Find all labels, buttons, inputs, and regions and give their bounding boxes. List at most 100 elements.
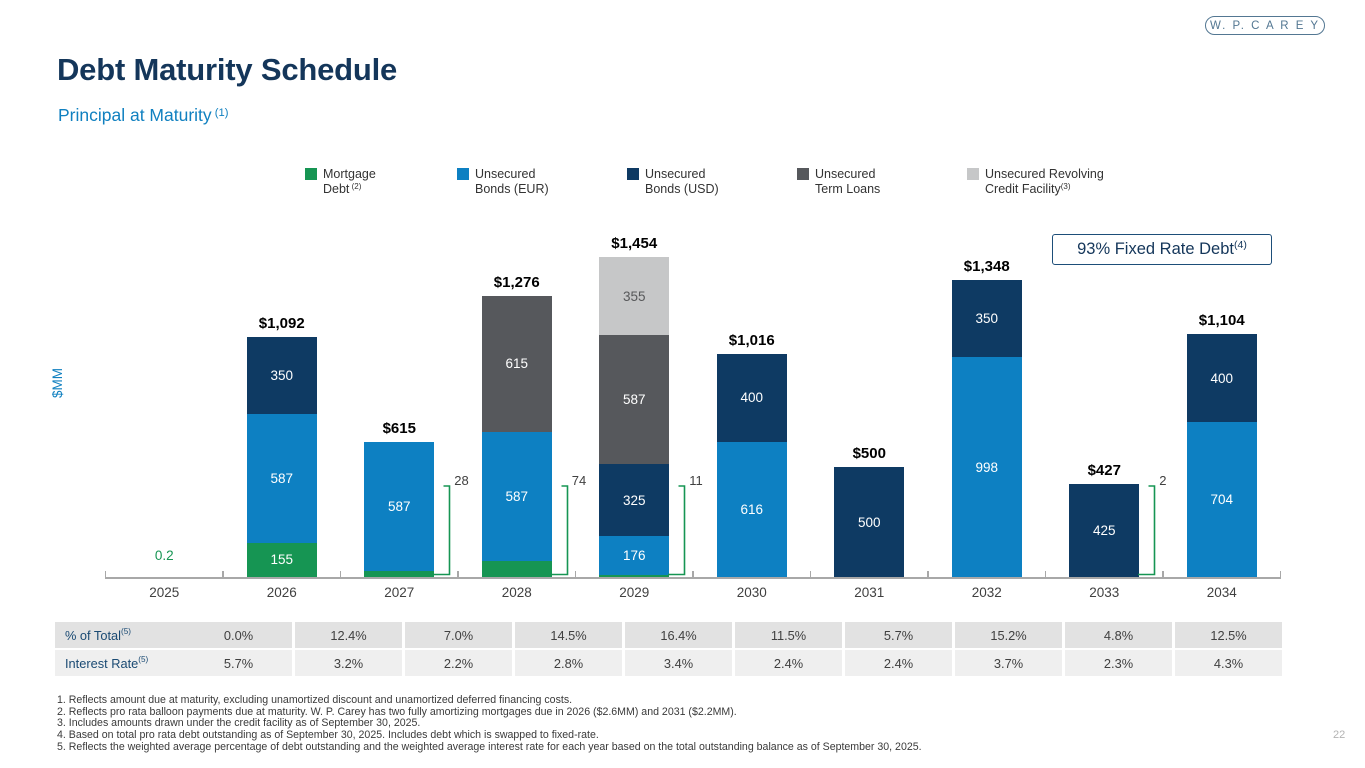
table-cell-r2-2034: 4.3%: [1175, 650, 1282, 676]
callout-value-2033: 2: [1159, 473, 1167, 488]
bar-segment-2027-unsecured-bonds-eur-: 587: [364, 441, 435, 571]
page-number: 22: [1333, 729, 1346, 741]
x-axis-label-2028: 2028: [501, 585, 532, 600]
wp-carey-logo: W. P. C A R E Y: [1205, 16, 1325, 35]
table-cell-r2-2028: 2.8%: [515, 650, 622, 676]
legend-item-label: Unsecured Term Loans: [815, 167, 881, 196]
legend-item-label: Mortgage Debt (2): [323, 167, 376, 196]
footnote-4: 4. Based on total pro rata debt outstand…: [57, 729, 599, 742]
table-cell-r2-2026: 3.2%: [295, 650, 402, 676]
x-axis-label-2033: 2033: [1089, 585, 1120, 600]
page-subtitle-text: Principal at Maturity: [58, 105, 212, 125]
footnote-2: 2. Reflects pro rata balloon payments du…: [57, 705, 737, 718]
x-axis-tick: [1162, 570, 1164, 578]
callout-bracket-2027: [433, 485, 451, 576]
legend-swatch-icon: [457, 168, 469, 180]
legend-item-unsecured-bonds-eur-: Unsecured Bonds (EUR): [457, 167, 549, 197]
bar-segment-2028-unsecured-term-loans: 615: [481, 296, 552, 432]
table-cell-r2-2033: 2.3%: [1065, 650, 1172, 676]
fixed-rate-debt-badge: 93% Fixed Rate Debt (4): [1052, 234, 1272, 265]
bar-total-2034: $1,104: [1198, 312, 1245, 330]
x-axis-tick: [927, 570, 929, 578]
x-axis-line: [105, 577, 1281, 579]
table-cell-r1-2034: 12.5%: [1175, 622, 1282, 648]
table-cell-r1-2029: 16.4%: [625, 622, 732, 648]
table-cell-r1-2031: 5.7%: [845, 622, 952, 648]
page-title: Debt Maturity Schedule: [57, 52, 398, 87]
y-axis-label: $MM: [50, 368, 65, 398]
bar-segment-2032-unsecured-bonds-eur-: 998: [951, 357, 1022, 577]
table-cell-r2-2025: 5.7%: [185, 650, 292, 676]
x-axis-label-2031: 2031: [854, 585, 885, 600]
x-axis-tick: [1044, 570, 1047, 578]
table-cell-r1-2027: 7.0%: [405, 622, 512, 648]
bar-segment-2032-unsecured-bonds-usd-: 350: [951, 280, 1022, 358]
footnote-1: 1. Reflects amount due at maturity, excl…: [57, 694, 573, 706]
callout-value-2027: 28: [454, 473, 469, 488]
table-row-label-2: Interest Rate (5): [55, 650, 192, 676]
bar-segment-2029-unsecured-revolving-credit-facility: 355: [599, 257, 670, 336]
legend-item-mortgage-debt: Mortgage Debt (2): [305, 167, 376, 198]
bar-segment-2029-unsecured-bonds-usd-: 325: [599, 464, 670, 536]
bar-segment-2030-unsecured-bonds-usd-: 400: [716, 353, 787, 442]
x-axis-tick: [104, 570, 107, 578]
footnote-3: 3. Includes amounts drawn under the cred…: [57, 717, 421, 730]
bar-total-2031: $500: [852, 445, 886, 462]
table-row-label-1: % of Total (5): [55, 622, 192, 648]
x-axis-label-2030: 2030: [736, 585, 767, 600]
x-axis-tick: [1279, 570, 1282, 578]
table-cell-r1-2028: 14.5%: [515, 622, 622, 648]
callout-bracket-2033: [1138, 485, 1156, 576]
legend-item-label: Unsecured Bonds (EUR): [475, 167, 549, 196]
fixed-rate-debt-text: 93% Fixed Rate Debt: [1077, 240, 1234, 258]
callout-value-2029: 11: [689, 473, 703, 488]
x-axis-tick: [692, 570, 694, 578]
bar-segment-2027-mortgage-debt: [364, 570, 435, 577]
legend-swatch-icon: [305, 168, 317, 180]
bar-segment-2028-unsecured-bonds-eur-: 587: [481, 431, 552, 561]
table-cell-r1-2033: 4.8%: [1065, 622, 1172, 648]
fixed-rate-debt-footnote-ref: (4): [1233, 238, 1247, 251]
legend-swatch-icon: [797, 168, 809, 180]
x-axis-label-2032: 2032: [971, 585, 1002, 600]
bar-segment-2030-unsecured-bonds-eur-: 616: [716, 441, 787, 577]
table-cell-r1-2025: 0.0%: [185, 622, 292, 648]
bar-total-2026: $1,092: [258, 314, 305, 332]
bar-total-2027: $615: [382, 419, 416, 437]
x-axis-label-2029: 2029: [619, 585, 650, 600]
legend-item-label: Unsecured Bonds (USD): [645, 167, 719, 196]
legend-swatch-icon: [967, 168, 979, 180]
bar-segment-2028-mortgage-debt: [481, 560, 552, 577]
legend-item-unsecured-bonds-usd-: Unsecured Bonds (USD): [627, 167, 719, 197]
legend-item-unsecured-revolving-credit-facility: Unsecured Revolving Credit Facility(3): [967, 167, 1104, 198]
footnote-5: 5. Reflects the weighted average percent…: [57, 740, 922, 753]
bar-segment-2031-unsecured-bonds-usd-: 500: [834, 467, 905, 577]
bar-total-2028: $1,276: [493, 274, 540, 292]
legend-item-unsecured-term-loans: Unsecured Term Loans: [797, 167, 880, 197]
callout-bracket-2028: [550, 485, 569, 576]
page-subtitle: Principal at Maturity (1): [58, 105, 228, 126]
table-cell-r1-2032: 15.2%: [955, 622, 1062, 648]
x-axis-label-2027: 2027: [384, 585, 415, 600]
x-axis-label-2034: 2034: [1206, 585, 1237, 600]
x-axis-tick: [809, 570, 812, 578]
bar-segment-2034-unsecured-bonds-usd-: 400: [1186, 334, 1257, 423]
x-axis-label-2025: 2025: [149, 585, 180, 600]
bar-total-2033: $427: [1087, 461, 1121, 479]
page-subtitle-footnote-ref: (1): [211, 106, 229, 119]
bar-total-2029: $1,454: [611, 235, 658, 253]
table-cell-r2-2029: 3.4%: [625, 650, 732, 676]
bar-segment-2029-unsecured-term-loans: 587: [599, 335, 670, 465]
x-axis-tick: [339, 570, 342, 578]
bar-segment-2026-mortgage-debt: 155: [246, 542, 317, 577]
table-cell-r2-2032: 3.7%: [955, 650, 1062, 676]
bar-segment-2029-unsecured-bonds-eur-: 176: [599, 535, 670, 575]
table-cell-r2-2031: 2.4%: [845, 650, 952, 676]
legend-swatch-icon: [627, 168, 639, 180]
legend-item-label: Unsecured Revolving Credit Facility(3): [985, 167, 1104, 196]
callout-value-2028: 74: [571, 473, 587, 488]
callout-bracket-2029: [668, 485, 686, 576]
bar-total-2032: $1,348: [963, 258, 1010, 276]
bar-segment-2026-unsecured-bonds-usd-: 350: [246, 336, 317, 414]
